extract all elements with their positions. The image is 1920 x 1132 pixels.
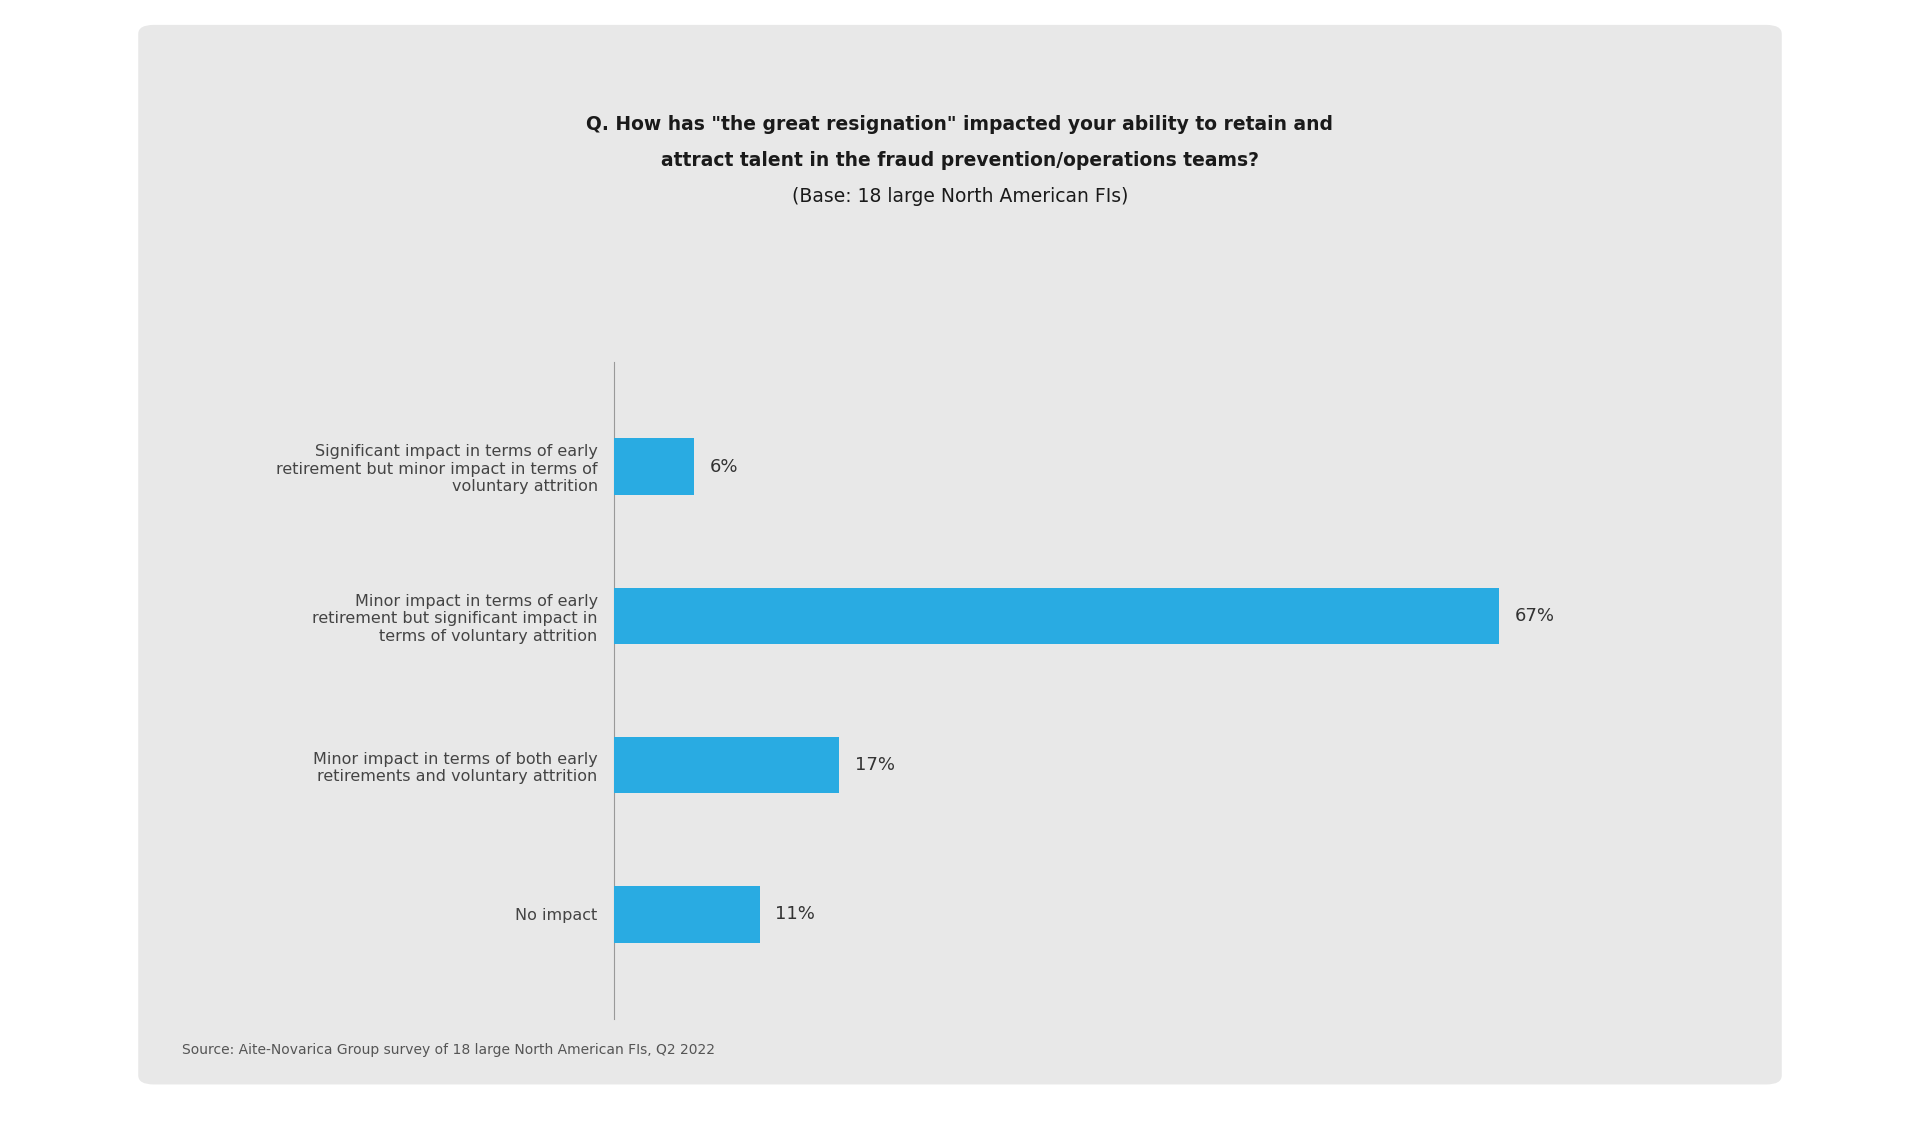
Text: 17%: 17% xyxy=(854,756,895,774)
Text: 6%: 6% xyxy=(708,457,737,475)
Bar xyxy=(614,737,839,794)
Text: Source: Aite-Novarica Group survey of 18 large North American FIs, Q2 2022: Source: Aite-Novarica Group survey of 18… xyxy=(182,1044,716,1057)
Bar xyxy=(614,886,760,943)
Text: 11%: 11% xyxy=(776,906,816,924)
Bar xyxy=(614,588,1500,644)
Text: 67%: 67% xyxy=(1515,607,1555,625)
Text: (Base: 18 large North American FIs): (Base: 18 large North American FIs) xyxy=(791,188,1129,206)
Bar xyxy=(614,438,693,495)
Text: Q. How has "the great resignation" impacted your ability to retain and: Q. How has "the great resignation" impac… xyxy=(586,115,1334,134)
Text: attract talent in the fraud prevention/operations teams?: attract talent in the fraud prevention/o… xyxy=(660,152,1260,170)
